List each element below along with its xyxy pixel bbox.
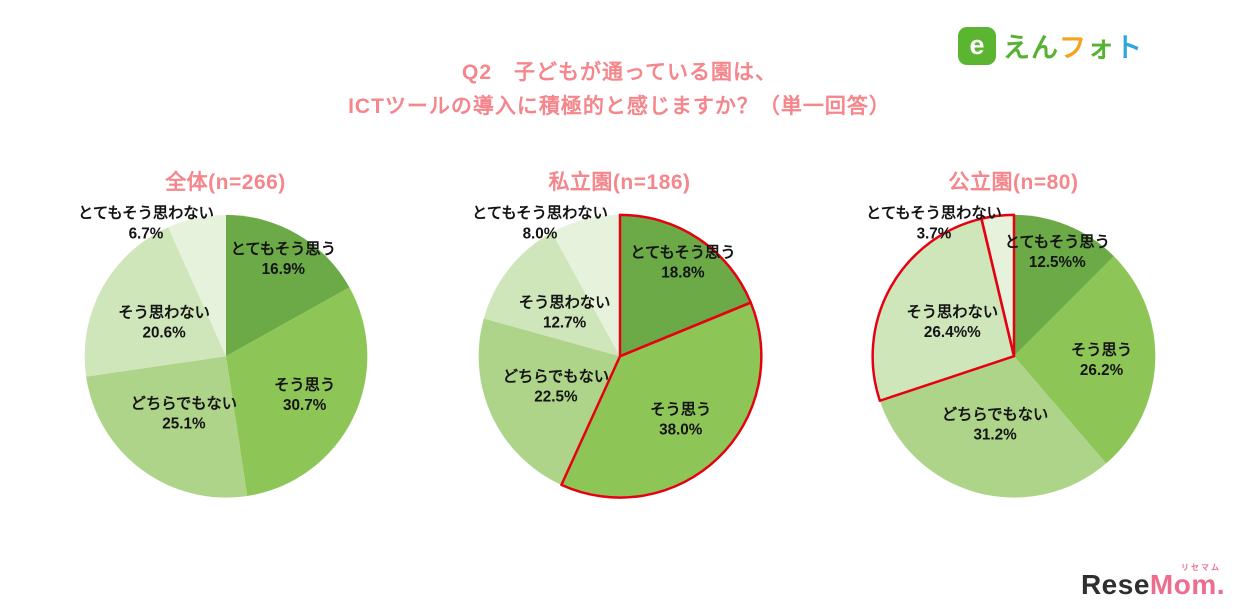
pie-label-public-4: とてもそう思わない 3.7% <box>866 205 1002 242</box>
resemom-logo-dot: . <box>1216 569 1225 600</box>
pie-label-public-0: とてもそう思う 12.5%% <box>1004 234 1109 271</box>
chart-private: 私立園(n=186) とてもそう思う 18.8% そう思う 38.0% どちらでもない 2… <box>429 166 811 526</box>
pie-label-private-0: とてもそう思う 18.8% <box>630 245 735 282</box>
pie-label-private-3: そう思わない 12.7% <box>518 295 610 332</box>
resemom-logo-ruby: リセマム <box>1181 563 1221 572</box>
pie-label-public-2: どちらでもない 31.2% <box>941 407 1047 444</box>
question-title: Q2 子どもが通っている園は、 ICTツールの導入に積極的と感じますか？（単一回… <box>0 56 1239 123</box>
question-title-line1: Q2 子どもが通っている園は、 <box>462 61 777 84</box>
charts-row: 全体(n=266) とてもそう思う 16.9% そう思う 30.7% どちらでもない 25… <box>35 166 1205 526</box>
pie-slice-overall-1 <box>225 287 367 496</box>
pie-label-overall-4: とてもそう思わない 6.7% <box>78 205 214 242</box>
enphoto-logo-char-3: ォ <box>1087 33 1115 63</box>
enphoto-logo-text: えんフォト <box>1003 26 1143 65</box>
pie-chart-public: とてもそう思う 12.5%% そう思う 26.2% どちらでもない 31.2% そう思わない… <box>866 205 1155 498</box>
pie-slice-private-1 <box>560 302 761 498</box>
question-title-line2: ICTツールの導入に積極的と感じますか？（単一回答） <box>348 94 891 118</box>
pie-slice-public-1 <box>1013 256 1155 464</box>
pie-slice-highlight-private-0 <box>618 213 752 358</box>
pie-label-overall-0: とてもそう思う 16.9% <box>230 241 335 278</box>
pie-label-public-1: そう思う 26.2% <box>1071 342 1132 379</box>
pie-label-public-3: そう思わない 26.4%% <box>906 304 998 341</box>
pie-slice-private-0 <box>619 214 751 357</box>
enphoto-logo-char-4: ト <box>1115 33 1143 63</box>
enphoto-logo: e えんフォト <box>958 26 1143 65</box>
resemom-logo-mom: Mom <box>1149 569 1217 600</box>
pie-slice-highlight-private-1 <box>559 301 763 499</box>
pie-label-overall-2: どちらでもない 25.1% <box>130 395 236 432</box>
chart-title-private: 私立園(n=186) <box>548 171 691 194</box>
pie-slice-public-0 <box>1013 214 1114 357</box>
chart-overall: 全体(n=266) とてもそう思う 16.9% そう思う 30.7% どちらでもない 25… <box>35 166 417 526</box>
pie-slice-public-2 <box>879 356 1106 498</box>
pie-label-private-2: どちらでもない 22.5% <box>502 368 608 405</box>
enphoto-logo-char-2: フ <box>1059 33 1087 63</box>
pie-chart-overall: とてもそう思う 16.9% そう思う 30.7% どちらでもない 25.1% そう思わない 2… <box>78 205 367 498</box>
enphoto-logo-char-1: ん <box>1031 33 1059 63</box>
enphoto-logo-mark-icon: e <box>958 26 996 65</box>
pie-slice-overall-4 <box>167 214 226 357</box>
enphoto-logo-char-0: え <box>1003 33 1031 63</box>
chart-title-public: 公立園(n=80) <box>948 171 1079 194</box>
pie-slice-private-2 <box>478 318 620 485</box>
pie-slice-overall-2 <box>85 356 247 498</box>
pie-slice-highlight-public-3 <box>870 217 1015 402</box>
pie-slice-private-4 <box>551 214 620 357</box>
resemom-logo: リセマム ReseMom. <box>1080 563 1225 601</box>
pie-label-private-1: そう思う 38.0% <box>650 402 711 439</box>
pie-slice-overall-3 <box>84 227 226 377</box>
pie-slice-private-3 <box>483 232 620 357</box>
pie-label-overall-3: そう思わない 20.6% <box>118 304 210 341</box>
chart-title-overall: 全体(n=266) <box>165 171 286 194</box>
chart-public: 公立園(n=80) とてもそう思う 12.5%% そう思う 26.2% どちらでもない 3… <box>823 166 1205 526</box>
resemom-logo-rese: Rese <box>1080 569 1150 600</box>
pie-chart-private: とてもそう思う 18.8% そう思う 38.0% どちらでもない 22.5% そう思わない 1… <box>472 205 763 499</box>
pie-slice-highlight-public-4 <box>979 213 1015 358</box>
pie-label-overall-1: そう思う 30.7% <box>274 377 335 414</box>
pie-label-private-4: とてもそう思わない 8.0% <box>472 205 608 242</box>
pie-slice-overall-0 <box>225 214 349 357</box>
